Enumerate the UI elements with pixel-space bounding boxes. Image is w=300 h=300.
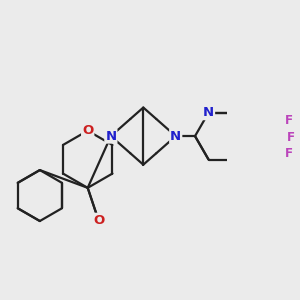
Text: O: O <box>93 214 104 227</box>
Text: N: N <box>105 130 116 142</box>
Text: N: N <box>170 130 181 142</box>
Text: F: F <box>285 147 293 160</box>
Text: N: N <box>203 106 214 119</box>
Text: F: F <box>287 131 295 144</box>
Text: O: O <box>82 124 93 137</box>
Text: F: F <box>285 114 293 127</box>
